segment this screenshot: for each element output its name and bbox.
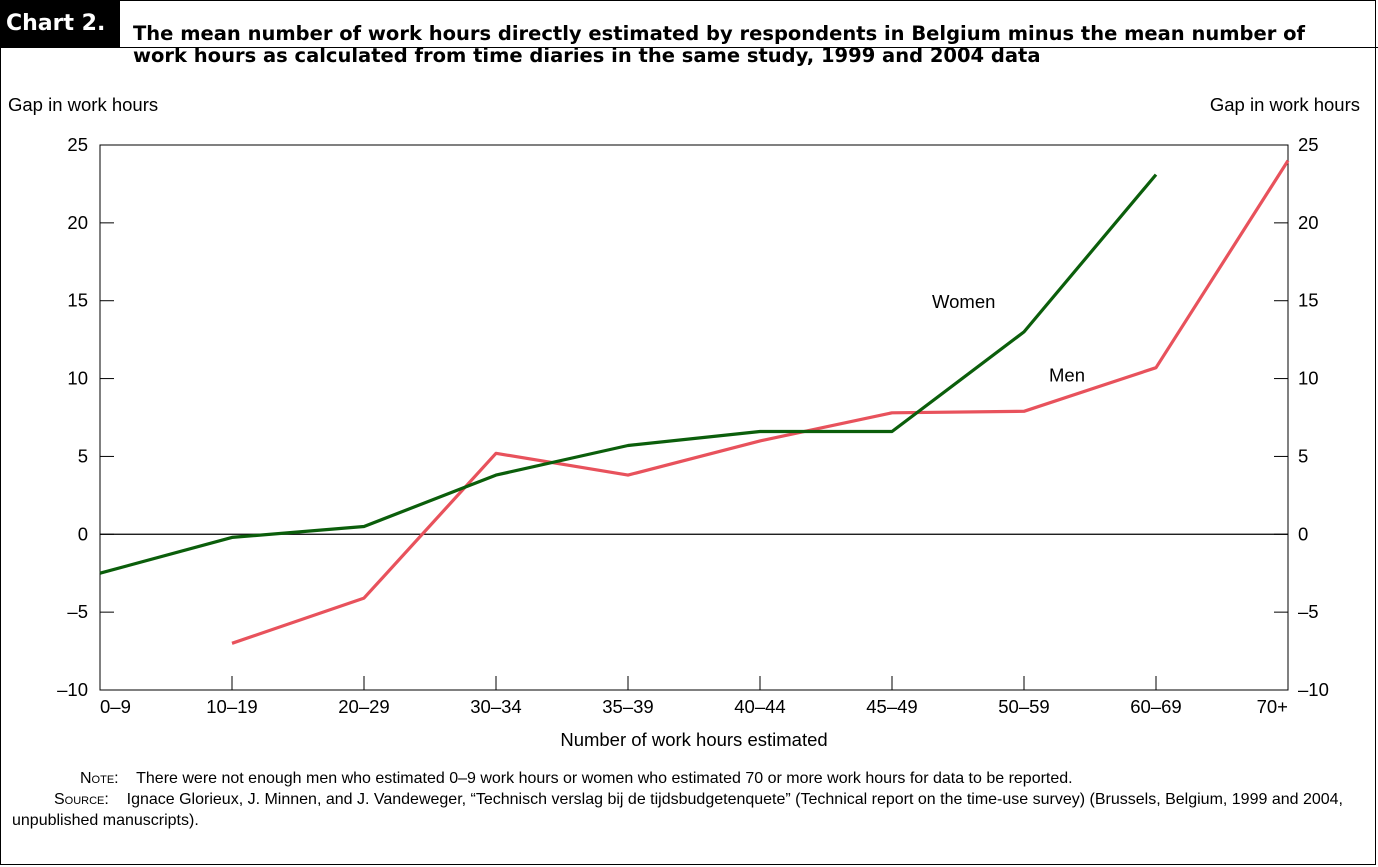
x-tick-label: 30–34	[470, 696, 521, 717]
labels-layer: 25 25 20 20 15 15 10 10 5 5 0 0 –5 –5 –10 –10 0–9 10–19 20…	[57, 134, 1329, 750]
y-tick-label-right: –10	[1298, 679, 1329, 700]
series-label-women: Women	[932, 291, 995, 312]
chart-title: The mean number of work hours directly e…	[133, 22, 1306, 67]
y-tick-label-left: 25	[67, 134, 88, 155]
x-tick-label: 60–69	[1130, 696, 1181, 717]
y-tick-label-right: 25	[1298, 134, 1319, 155]
plot-border	[99, 144, 1289, 691]
y-tick-label-left: 10	[67, 368, 88, 389]
note-label: Note:	[80, 770, 119, 787]
x-tick-label: 10–19	[206, 696, 257, 717]
y-tick-label-left: 15	[67, 290, 88, 311]
y-tick-label-right: 10	[1298, 368, 1319, 389]
marks-layer	[99, 159, 1290, 645]
line-chart: 25 25 20 20 15 15 10 10 5 5 0 0 –5 –5 –10 –10 0–9 10–19 20…	[57, 134, 1329, 750]
x-tick-label: 20–29	[338, 696, 389, 717]
y-tick-label-right: 0	[1298, 523, 1308, 544]
y-tick-label-right: 20	[1298, 212, 1319, 233]
x-axis-title: Number of work hours estimated	[560, 729, 827, 750]
y-tick-label-left: –5	[67, 601, 88, 622]
y-tick-label-right: –5	[1298, 601, 1319, 622]
header-rule	[0, 47, 1378, 48]
y-tick-label-left: 20	[67, 212, 88, 233]
left-axis-unit-label: Gap in work hours	[8, 94, 159, 115]
source-text: Ignace Glorieux, J. Minnen, and J. Vande…	[12, 791, 1343, 829]
y-tick-label-left: 5	[78, 445, 88, 466]
right-axis-unit-label: Gap in work hours	[1209, 94, 1360, 115]
y-tick-label-right: 15	[1298, 290, 1319, 311]
source-line: Source: Ignace Glorieux, J. Minnen, and …	[12, 789, 1367, 831]
x-tick-label: 40–44	[734, 696, 785, 717]
series-line-men	[231, 159, 1290, 645]
x-tick-label: 70+	[1257, 696, 1288, 717]
y-tick-label-right: 5	[1298, 445, 1308, 466]
y-tick-label-left: –10	[57, 679, 88, 700]
chart-header: Chart 2. The mean number of work hours d…	[0, 0, 1378, 70]
x-tick-label: 50–59	[998, 696, 1049, 717]
series-line-women	[99, 173, 1158, 575]
note-text: There were not enough men who estimated …	[136, 770, 1073, 787]
x-tick-label: 45–49	[866, 696, 917, 717]
axes-layer	[99, 144, 1289, 691]
chart-number-label: Chart 2.	[0, 0, 120, 48]
source-label: Source:	[54, 791, 109, 808]
chart-notes: Note: There were not enough men who esti…	[12, 768, 1367, 831]
x-tick-label: 0–9	[100, 696, 131, 717]
y-tick-label-left: 0	[78, 523, 88, 544]
x-tick-label: 35–39	[602, 696, 653, 717]
series-label-men: Men	[1049, 364, 1085, 385]
note-line: Note: There were not enough men who esti…	[12, 768, 1367, 789]
